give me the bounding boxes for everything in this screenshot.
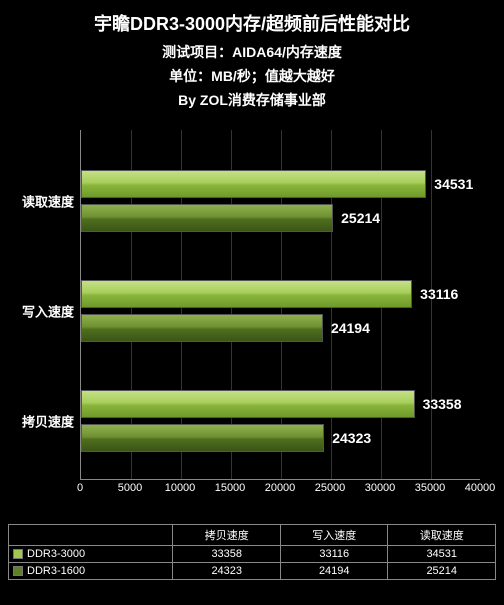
gridline xyxy=(431,130,432,479)
series-name-cell: DDR3-1600 xyxy=(9,563,173,580)
category-label: 拷贝速度 xyxy=(4,412,74,431)
x-tick-label: 35000 xyxy=(415,482,446,494)
bar xyxy=(81,280,412,308)
chart-header: 宇瞻DDR3-3000内存/超频前后性能对比 测试项目：AIDA64/内存速度 … xyxy=(0,0,504,120)
plot-area: 34531 25214 33116 24194 33358 24323 xyxy=(80,130,480,480)
category-label: 读取速度 xyxy=(4,192,74,211)
x-tick-label: 15000 xyxy=(215,482,246,494)
bar-value-label: 34531 xyxy=(434,176,473,192)
x-tick-label: 5000 xyxy=(118,482,142,494)
chart-container: 宇瞻DDR3-3000内存/超频前后性能对比 测试项目：AIDA64/内存速度 … xyxy=(0,0,504,605)
bar xyxy=(81,314,323,342)
bar-value-label: 25214 xyxy=(341,210,380,226)
table-cell: 25214 xyxy=(388,563,496,580)
series-name-cell: DDR3-3000 xyxy=(9,546,173,563)
bar xyxy=(81,424,324,452)
bar-value-label: 33358 xyxy=(423,396,462,412)
x-tick-label: 20000 xyxy=(265,482,296,494)
table-row: DDR3-3000333583311634531 xyxy=(9,546,496,563)
table-cell: 24323 xyxy=(173,563,281,580)
table-row: DDR3-1600243232419425214 xyxy=(9,563,496,580)
bar xyxy=(81,390,415,418)
table-header-cell xyxy=(9,525,173,546)
legend-swatch xyxy=(13,566,23,576)
legend-swatch xyxy=(13,549,23,559)
table-cell: 34531 xyxy=(388,546,496,563)
chart-subtitle-2: 单位：MB/秒；值越大越好 xyxy=(8,66,496,86)
x-tick-label: 25000 xyxy=(315,482,346,494)
table-body: DDR3-3000333583311634531DDR3-16002432324… xyxy=(9,546,496,580)
bar-value-label: 24323 xyxy=(332,430,371,446)
bar-value-label: 24194 xyxy=(331,320,370,336)
category-label: 写入速度 xyxy=(4,302,74,321)
table-header-cell: 读取速度 xyxy=(388,525,496,546)
chart-subtitle-3: By ZOL消费存储事业部 xyxy=(8,90,496,110)
table-cell: 24194 xyxy=(280,563,388,580)
x-tick-label: 0 xyxy=(77,482,83,494)
table-cell: 33116 xyxy=(280,546,388,563)
table-header-cell: 拷贝速度 xyxy=(173,525,281,546)
chart-subtitle-1: 测试项目：AIDA64/内存速度 xyxy=(8,42,496,62)
x-tick-label: 10000 xyxy=(165,482,196,494)
chart-title: 宇瞻DDR3-3000内存/超频前后性能对比 xyxy=(8,10,496,36)
bar xyxy=(81,170,426,198)
x-tick-label: 40000 xyxy=(465,482,496,494)
bar xyxy=(81,204,333,232)
table-header-row: 拷贝速度写入速度读取速度 xyxy=(9,525,496,546)
table-cell: 33358 xyxy=(173,546,281,563)
chart-plot: 34531 25214 33116 24194 33358 24323 0 5000 1000… xyxy=(0,120,500,520)
bar-value-label: 33116 xyxy=(420,286,458,302)
x-tick-label: 30000 xyxy=(365,482,396,494)
data-table: 拷贝速度写入速度读取速度 DDR3-3000333583311634531DDR… xyxy=(8,524,496,580)
table-header-cell: 写入速度 xyxy=(280,525,388,546)
